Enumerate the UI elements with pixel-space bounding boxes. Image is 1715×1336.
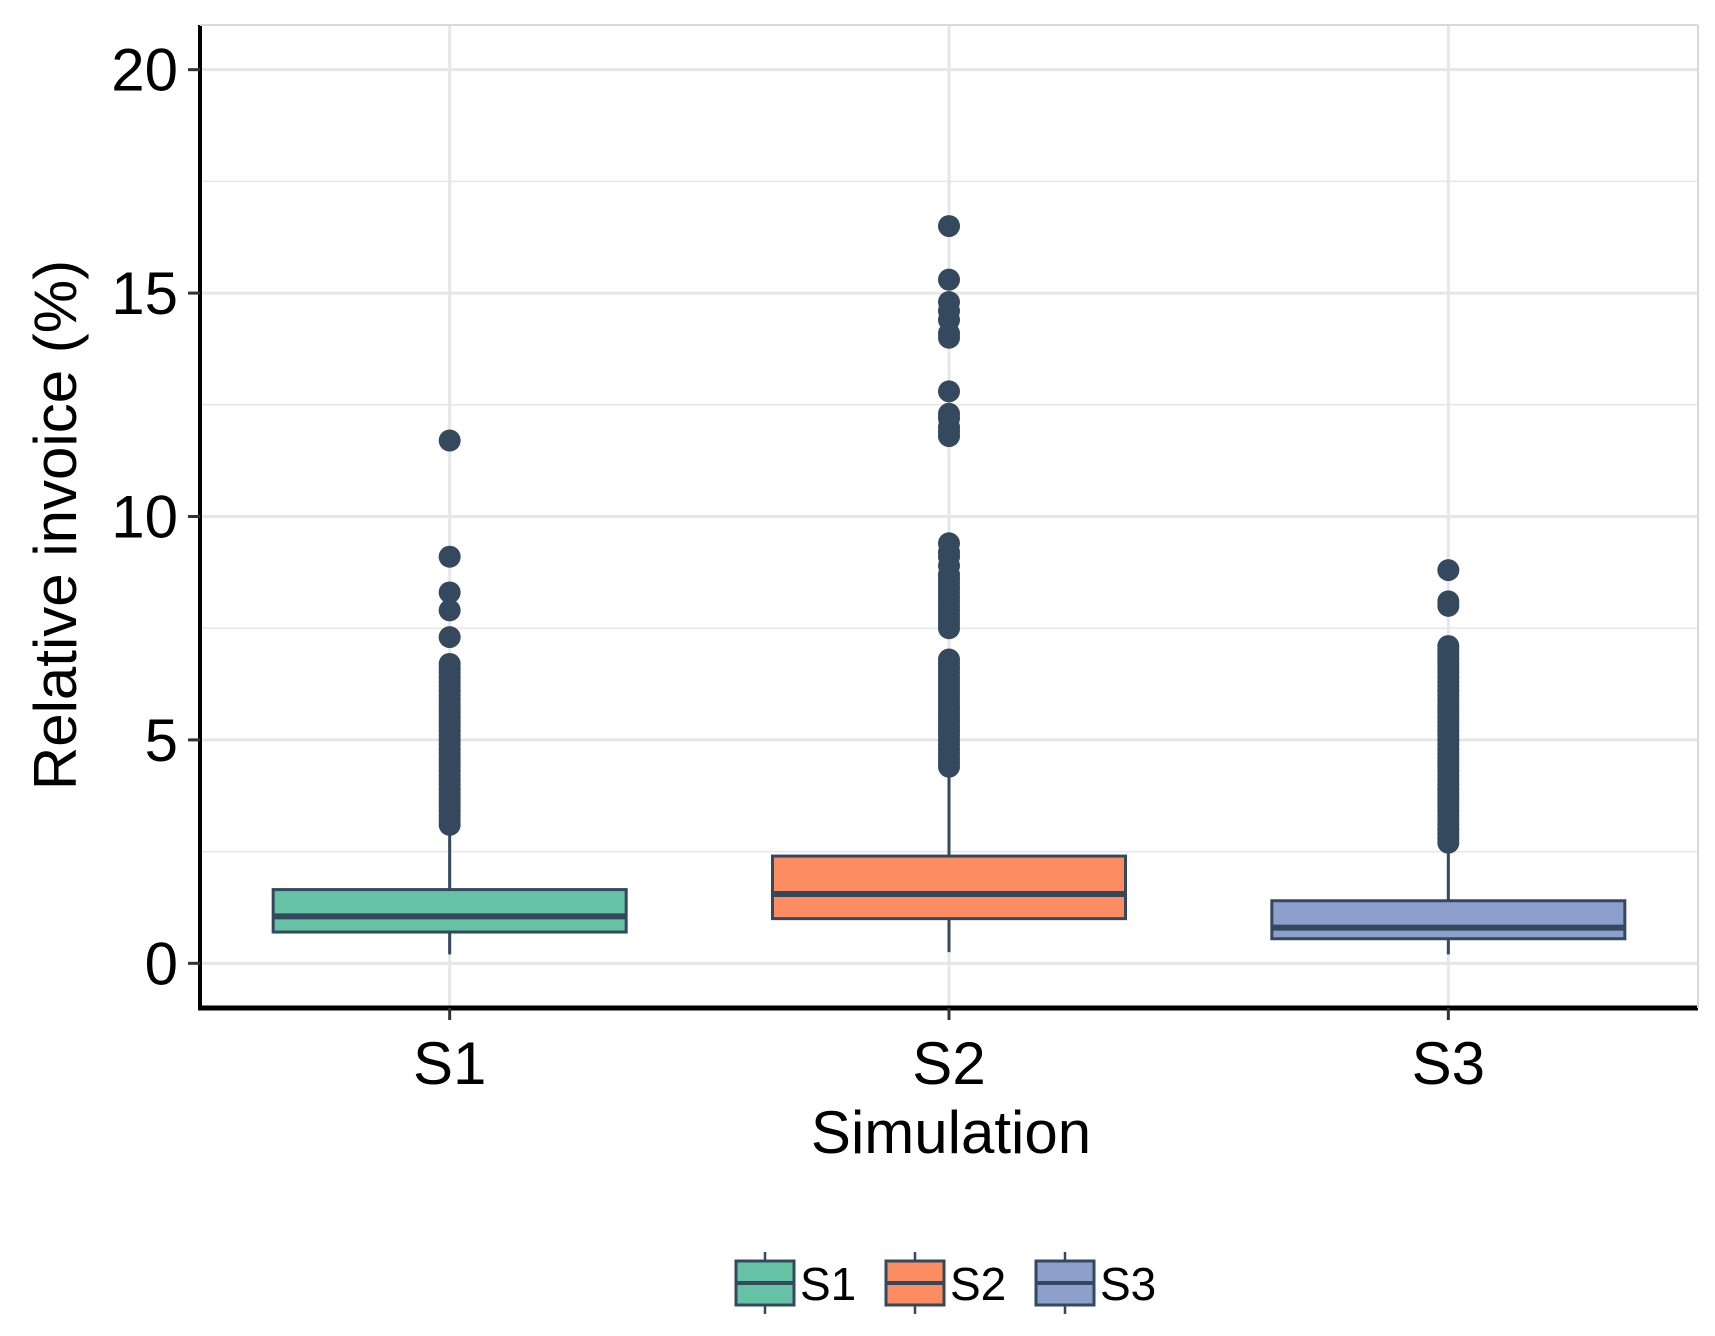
y-tick-label: 0 [145, 930, 178, 997]
outlier-point [438, 599, 461, 622]
outlier-point [438, 652, 461, 675]
outlier-point [1437, 635, 1460, 658]
outlier-point [1437, 590, 1460, 613]
outlier-point [938, 291, 960, 314]
outlier-point [438, 626, 461, 649]
box [1270, 899, 1627, 941]
y-tick-label: 15 [111, 260, 178, 327]
legend: S1 S2 S3 [734, 1252, 1156, 1314]
outlier-point [438, 581, 461, 604]
outlier-point [438, 429, 461, 452]
x-tick-labels: S1 S2 S3 [413, 1008, 1485, 1097]
legend-item-s2: S2 [884, 1252, 1006, 1314]
y-tick-label: 5 [145, 707, 178, 774]
y-tick-labels: 0 5 10 15 20 [111, 37, 200, 997]
boxplot-s2 [771, 215, 1127, 953]
outlier-point [938, 380, 960, 403]
x-tick-label: S1 [413, 1030, 486, 1097]
box [771, 854, 1127, 921]
legend-item-s3: S3 [1034, 1252, 1156, 1314]
legend-label: S3 [1100, 1258, 1156, 1310]
outlier-point [938, 402, 960, 425]
x-axis-title: Simulation [811, 1099, 1091, 1166]
outlier-point [938, 268, 960, 291]
boxplot-s1 [271, 429, 628, 955]
y-axis-title: Relative invoice (%) [22, 260, 89, 790]
outlier-point [938, 532, 960, 555]
x-tick-label: S2 [912, 1030, 985, 1097]
y-tick-label: 20 [111, 37, 178, 104]
legend-item-s1: S1 [734, 1252, 856, 1314]
boxplot-s3 [1270, 559, 1627, 955]
y-tick-label: 10 [111, 484, 178, 551]
boxes-layer [271, 215, 1627, 955]
outlier-point [938, 215, 960, 238]
box [271, 888, 628, 934]
x-tick-label: S3 [1412, 1030, 1485, 1097]
outlier-point [1437, 559, 1460, 582]
outlier-point [938, 648, 960, 671]
legend-label: S1 [800, 1258, 856, 1310]
legend-label: S2 [950, 1258, 1006, 1310]
outlier-point [438, 545, 461, 568]
